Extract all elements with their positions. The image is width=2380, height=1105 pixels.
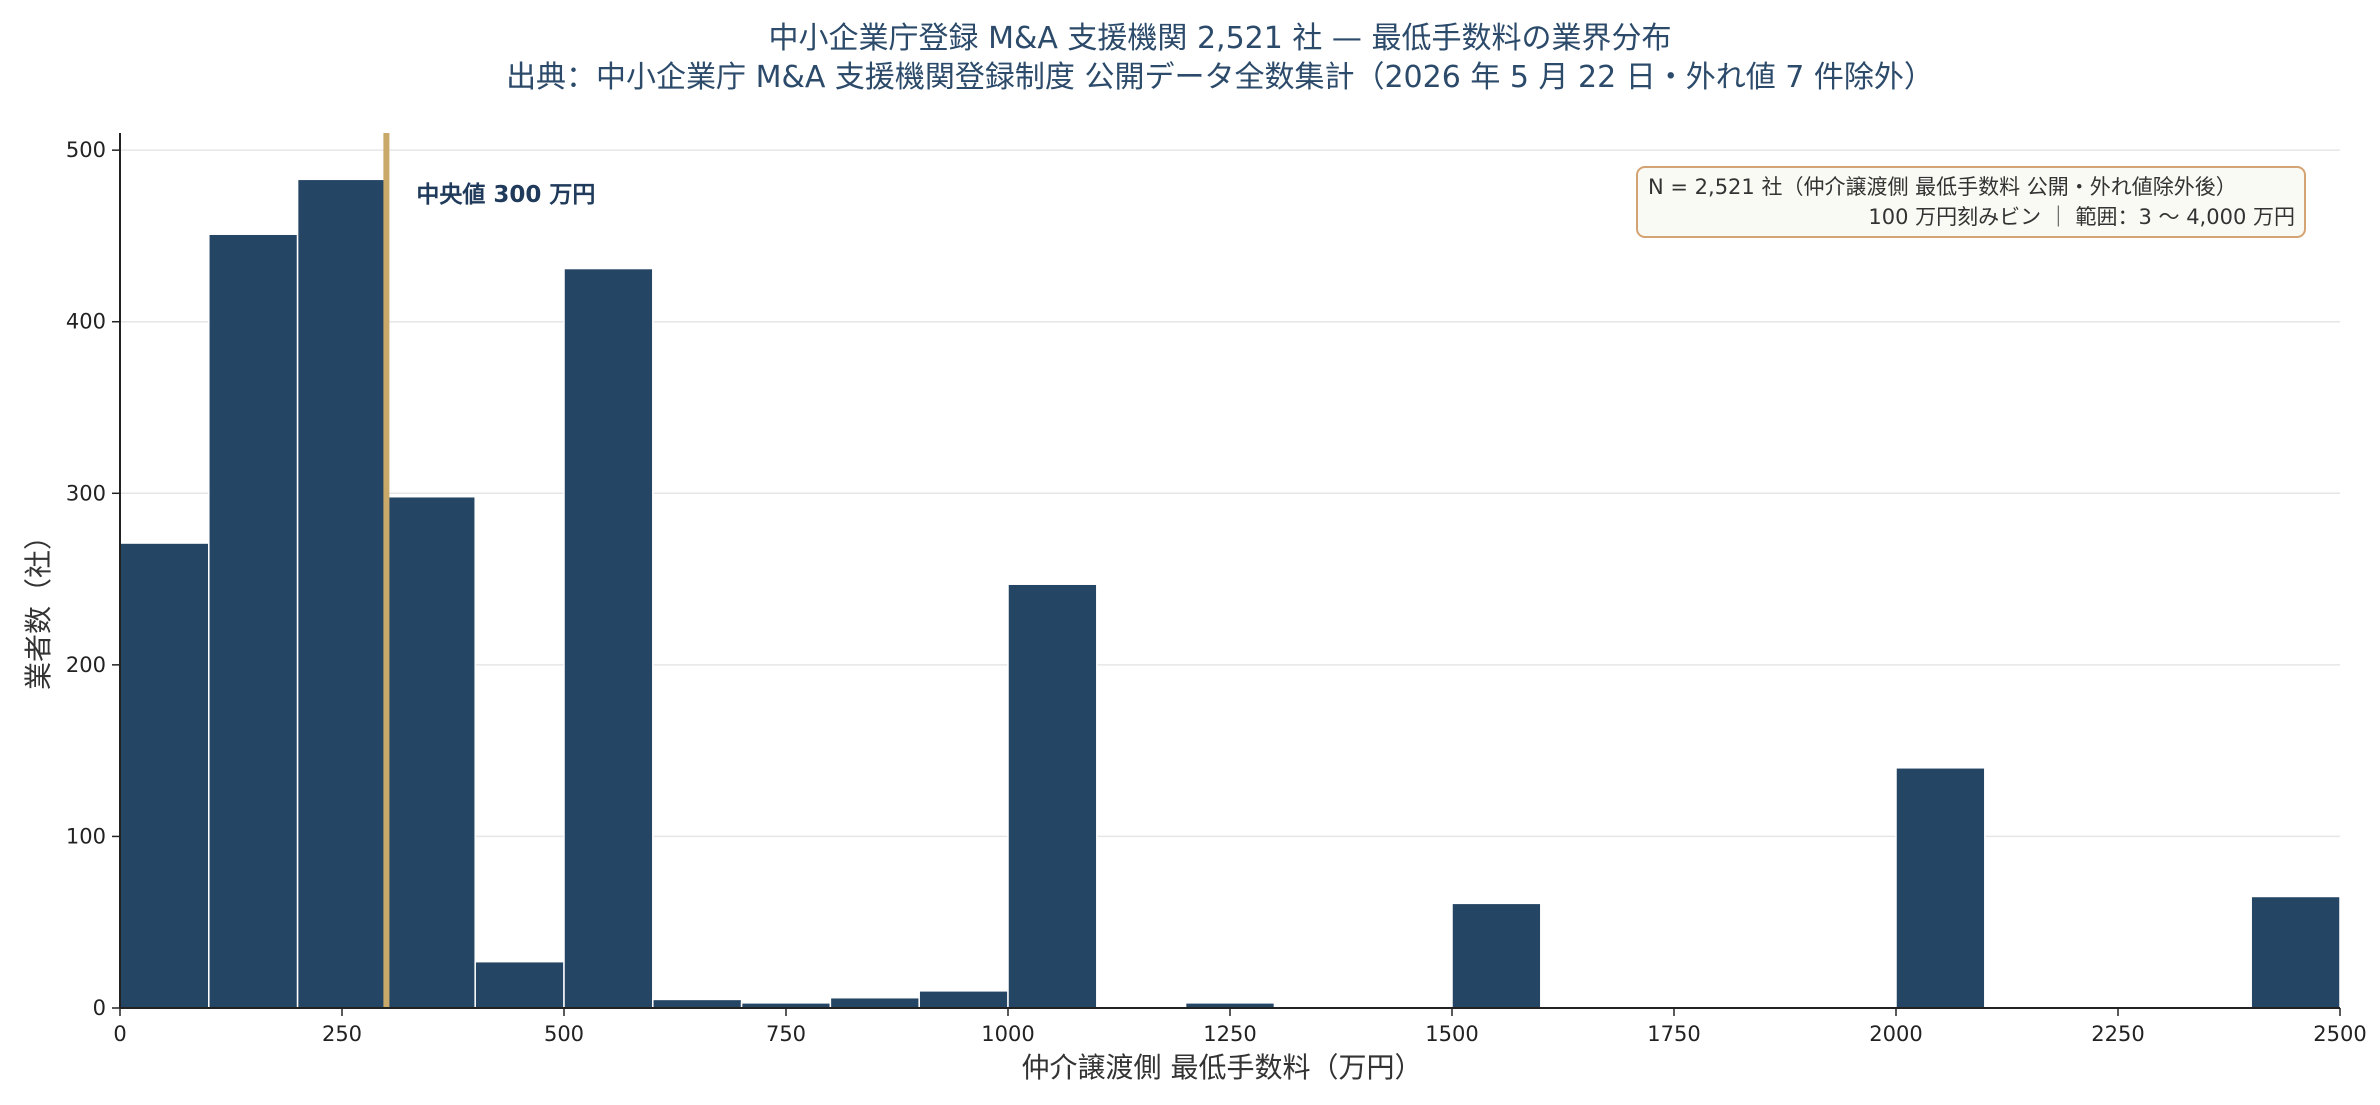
histogram-bar [918,990,1009,1009]
x-axis-ticks: 0 250 500 750 1000 1250 1500 1750 2000 2250 2500 [113,1008,2367,1046]
x-tick-label: 2000 [1869,1022,1922,1046]
chart-title: 中小企業庁登録 M&A 支援機関 2,521 社 — 最低手数料の業界分布 [769,21,1672,56]
histogram-bar [119,542,210,1009]
histogram-bar [652,998,743,1009]
x-axis-label: 仲介譲渡側 最低手数料（万円） [1022,1051,1423,1084]
histogram-bar [208,233,299,1009]
x-tick-label: 1250 [1203,1022,1256,1046]
y-tick-label: 500 [66,138,106,162]
histogram-bar [2250,895,2341,1009]
y-tick-label: 0 [93,996,106,1020]
x-tick-label: 500 [544,1022,584,1046]
histogram-bar [1451,902,1542,1009]
median-label: 中央値 300 万円 [416,182,595,208]
y-tick-label: 300 [66,481,106,505]
histogram-bar [563,267,654,1009]
histogram-bar [1007,583,1098,1009]
x-tick-label: 2500 [2313,1022,2366,1046]
x-tick-label: 2250 [2091,1022,2144,1046]
info-box-line-1: N = 2,521 社（仲介譲渡側 最低手数料 公開・外れ値除外後） [1648,175,2237,199]
chart-subtitle: 出典：中小企業庁 M&A 支援機関登録制度 公開データ全数集計（2026 年 5… [506,60,1934,95]
y-tick-label: 200 [66,653,106,677]
x-tick-label: 0 [113,1022,126,1046]
x-tick-label: 1750 [1647,1022,1700,1046]
histogram-bars [119,178,2341,1009]
info-box-frame [1636,166,2306,238]
x-tick-label: 1500 [1425,1022,1478,1046]
y-tick-label: 100 [66,824,106,848]
histogram-bar [385,495,476,1009]
x-tick-label: 250 [322,1022,362,1046]
histogram-bar [829,996,920,1009]
y-axis-ticks: 0 100 200 300 400 500 [66,138,120,1020]
y-axis-label: 業者数（社） [22,522,55,690]
info-box-line-2: 100 万円刻みビン ｜ 範囲：3 〜 4,000 万円 [1868,205,2295,229]
x-tick-label: 750 [766,1022,806,1046]
y-tick-label: 400 [66,310,106,334]
histogram-bar [296,178,388,1009]
info-box: N = 2,521 社（仲介譲渡側 最低手数料 公開・外れ値除外後） 100 万… [1636,166,2306,238]
x-tick-label: 1000 [981,1022,1034,1046]
histogram-bar [474,960,565,1009]
median-marker: 中央値 300 万円 [383,133,595,1008]
histogram-bar [1895,767,1986,1009]
